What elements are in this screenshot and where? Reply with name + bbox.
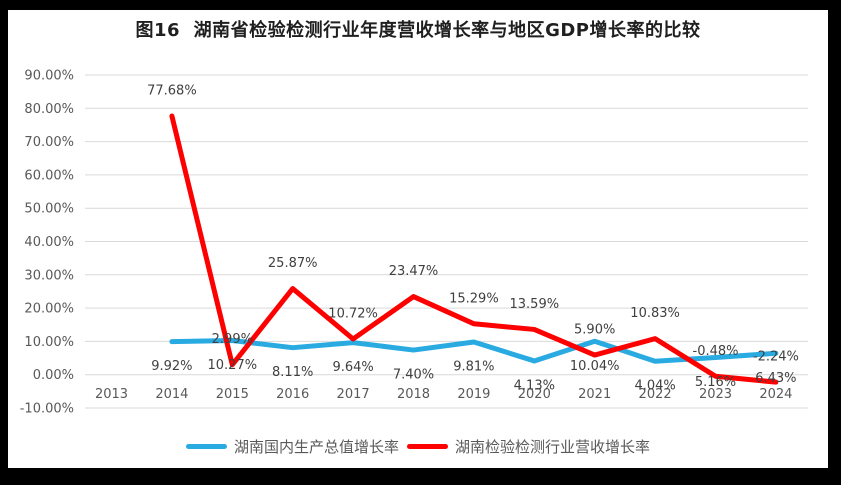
legend-item-testing-revenue: 湖南检验检测行业营收增长率 <box>407 436 650 457</box>
chart-title: 图16 湖南省检验检测行业年度营收增长率与地区GDP增长率的比较 <box>135 20 701 41</box>
legend-label-gdp: 湖南国内生产总值增长率 <box>233 437 399 456</box>
legend-label-testing-revenue: 湖南检验检测行业营收增长率 <box>455 437 651 456</box>
legend-item-gdp: 湖南国内生产总值增长率 <box>185 436 399 457</box>
legend: 湖南国内生产总值增长率 湖南检验检测行业营收增长率 <box>8 434 828 458</box>
testing-revenue-line-swatch <box>407 443 448 449</box>
gdp-line-swatch <box>185 443 227 449</box>
chart-card: 图16 湖南省检验检测行业年度营收增长率与地区GDP增长率的比较 湖南国内生产总… <box>8 10 828 468</box>
